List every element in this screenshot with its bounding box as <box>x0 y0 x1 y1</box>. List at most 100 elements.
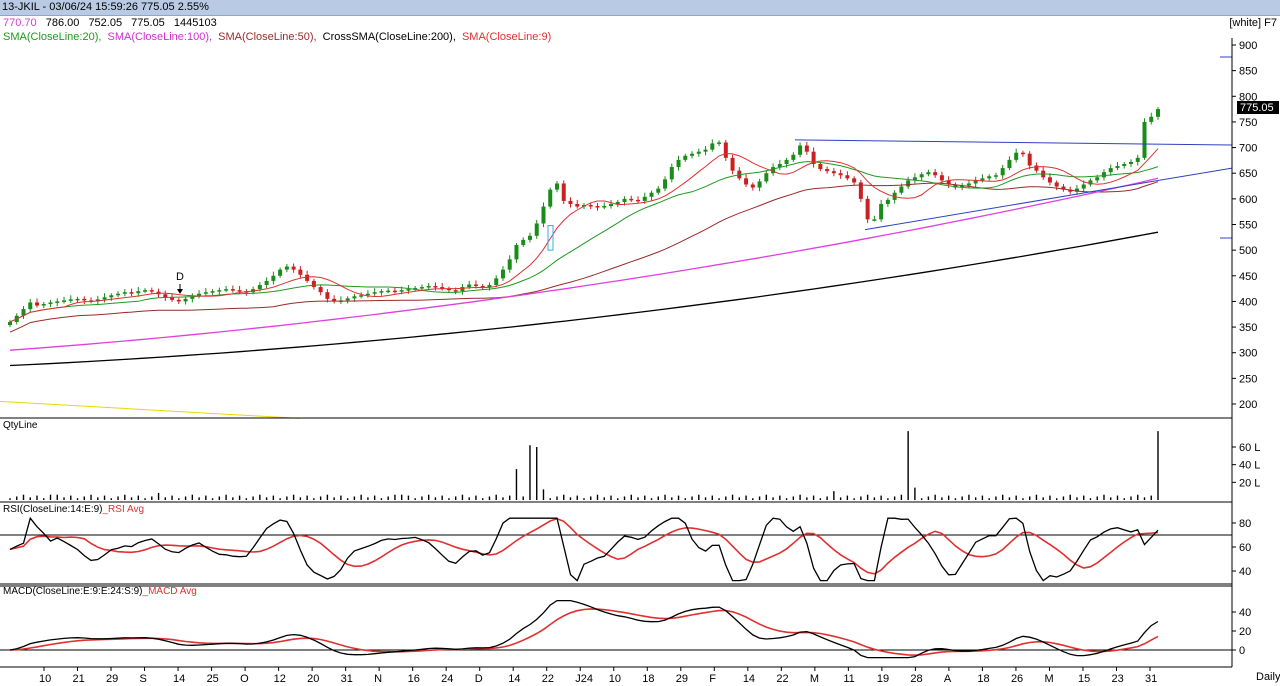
candle-body <box>473 284 478 287</box>
price-tick-label: 650 <box>1239 168 1257 180</box>
legend-sma20[interactable]: SMA(CloseLine:20), <box>3 31 102 43</box>
candle-body <box>744 178 749 185</box>
candle-body <box>8 321 12 326</box>
x-tick-label: 22 <box>542 673 554 685</box>
candle-body <box>48 302 53 304</box>
theme-tag[interactable]: [white] F7 <box>1229 17 1277 29</box>
x-tick-label: 31 <box>341 673 353 685</box>
candle-body <box>1047 177 1052 183</box>
candle-body <box>1027 153 1032 166</box>
candle-body <box>838 173 843 176</box>
sma200-line <box>9 231 1159 367</box>
price-tick-label: 250 <box>1239 373 1257 385</box>
candle-body <box>82 298 87 301</box>
candle-body <box>203 292 208 294</box>
candle-body <box>784 159 789 164</box>
candle-body <box>1020 152 1025 155</box>
candle-body <box>102 297 107 300</box>
legacy-line <box>0 400 301 419</box>
candle-body <box>663 179 668 189</box>
candle-body <box>899 186 904 193</box>
candle-body <box>1081 184 1086 189</box>
window-title: 13-JKIL - 03/06/24 15:59:26 775.05 2.55% <box>2 1 209 13</box>
candle-body <box>1061 186 1066 190</box>
indicator-legend: SMA(CloseLine:20), SMA(CloseLine:100), S… <box>3 31 557 43</box>
candle-body <box>257 285 262 290</box>
x-tick-label: 10 <box>39 673 51 685</box>
candle-body <box>852 178 857 183</box>
candle-body <box>210 291 215 293</box>
candle-body <box>224 289 229 291</box>
candle-body <box>1128 161 1133 164</box>
x-tick-label: N <box>374 673 382 685</box>
candle-body <box>575 203 580 207</box>
candle-body <box>1007 159 1012 169</box>
x-tick-label: 19 <box>877 673 889 685</box>
last-price-label: 775.05 <box>1240 102 1274 114</box>
candle-body <box>541 206 546 224</box>
candle-body <box>980 178 985 181</box>
window-title-bar: 13-JKIL - 03/06/24 15:59:26 775.05 2.55% <box>0 0 1280 16</box>
candle-body <box>453 290 458 292</box>
price-panel <box>0 56 1233 419</box>
legend-sma50[interactable]: SMA(CloseLine:50), <box>218 31 317 43</box>
candle-body <box>906 180 911 187</box>
candle-body <box>554 183 559 190</box>
legend-crosssma200[interactable]: CrossSMA(CloseLine:200), <box>322 31 456 43</box>
x-tick-label: 31 <box>1145 673 1157 685</box>
candle-body <box>35 302 40 306</box>
candle-body <box>237 290 242 292</box>
candle-body <box>311 280 316 288</box>
candle-body <box>129 292 134 294</box>
candle-body <box>710 143 715 150</box>
sma100-line <box>9 177 1159 351</box>
candle-body <box>413 288 418 290</box>
candle-body <box>514 245 519 260</box>
x-tick-label: J24 <box>575 673 593 685</box>
candle-body <box>818 163 823 170</box>
candle-body <box>116 293 121 296</box>
candle-body <box>946 180 951 185</box>
candle-body <box>433 286 438 288</box>
marker-arrowhead <box>177 289 183 294</box>
candle-body <box>136 291 141 294</box>
candle-body <box>825 169 830 172</box>
price-tick-label: 500 <box>1239 245 1257 257</box>
candle-body <box>676 159 681 168</box>
x-tick-label: 16 <box>408 673 420 685</box>
axes: 9008508007507006506005505004504003503002… <box>0 38 1260 685</box>
x-tick-label: A <box>944 673 952 685</box>
macd-line <box>9 599 1159 659</box>
candle-body <box>1149 116 1154 122</box>
rsi-tick-label: 60 <box>1239 542 1251 554</box>
candle-body <box>987 176 992 179</box>
x-tick-label: S <box>140 673 147 685</box>
candle-body <box>561 183 566 201</box>
candle-body <box>28 302 33 310</box>
candle-body <box>764 173 769 182</box>
candle-body <box>777 163 782 168</box>
x-tick-label: D <box>475 673 483 685</box>
candle-body <box>933 172 938 176</box>
candle-body <box>885 199 890 204</box>
candle-body <box>75 298 80 301</box>
legend-sma100[interactable]: SMA(CloseLine:100), <box>107 31 213 43</box>
candle-body <box>791 154 796 160</box>
macd-panel-title: MACD(CloseLine:E:9:E:24:S:9)_MACD Avg <box>3 586 197 597</box>
candle-body <box>656 188 661 193</box>
price-tick-label: 800 <box>1239 91 1257 103</box>
candle-body <box>642 196 647 201</box>
high-value: 786.00 <box>45 17 80 29</box>
candle-body <box>1014 152 1019 160</box>
candle-body <box>41 303 46 306</box>
price-tick-label: 350 <box>1239 322 1257 334</box>
candle-body <box>68 299 73 301</box>
candle-body <box>122 292 127 294</box>
x-tick-label: 10 <box>609 673 621 685</box>
candle-body <box>298 269 303 275</box>
annotation-marker: D <box>176 271 184 283</box>
candle-body <box>696 151 701 154</box>
legend-sma9[interactable]: SMA(CloseLine:9) <box>461 31 552 43</box>
x-tick-label: 28 <box>910 673 922 685</box>
